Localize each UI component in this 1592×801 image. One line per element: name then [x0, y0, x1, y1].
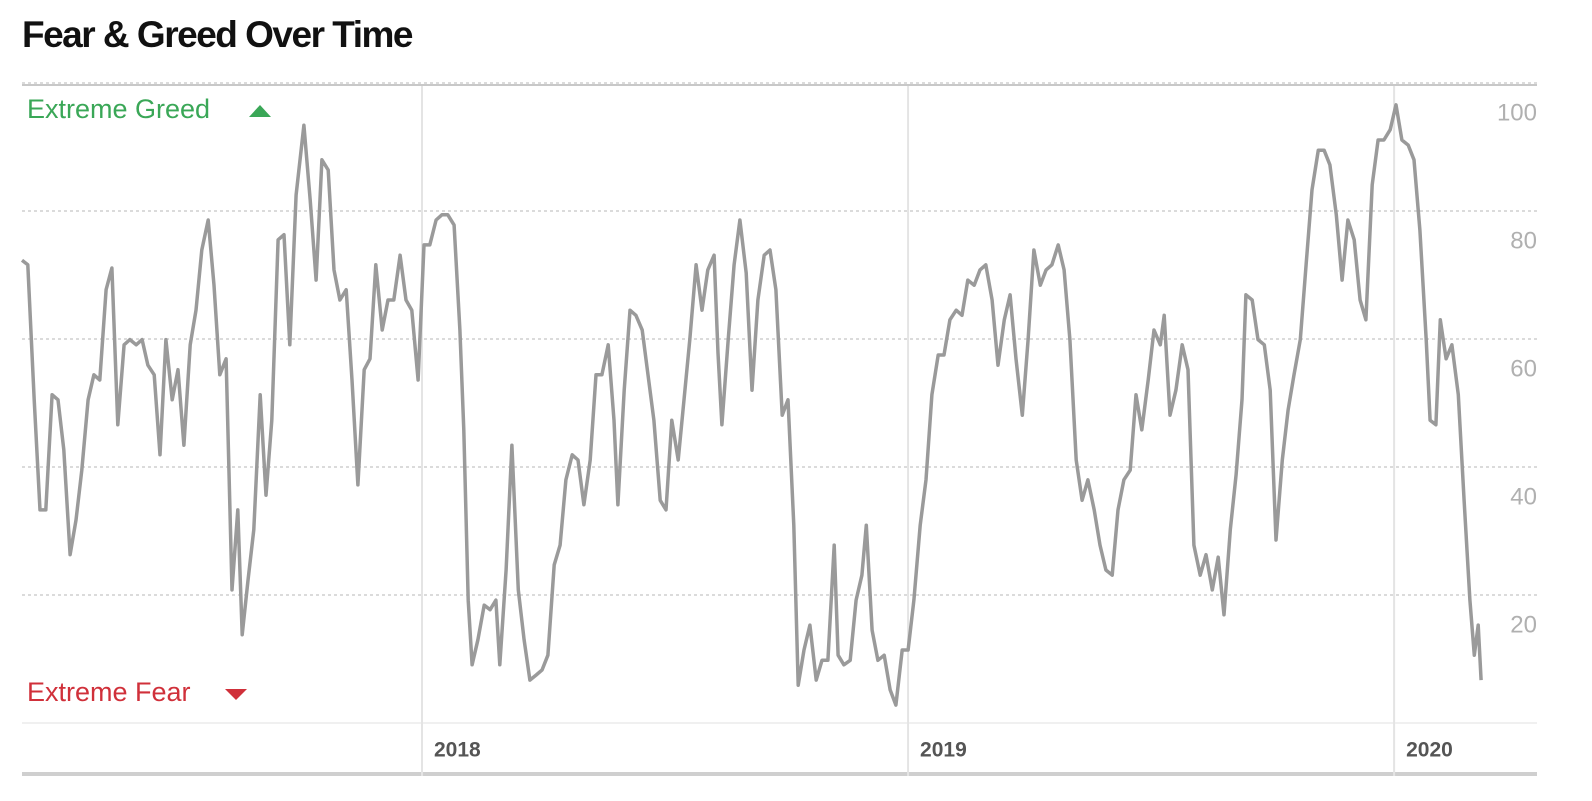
- marks: [20, 103, 1483, 707]
- y-tick-label: 100: [1497, 99, 1537, 126]
- x-tick-label: 2019: [920, 739, 967, 762]
- y-tick-label: 20: [1510, 611, 1537, 638]
- fear-greed-line: [20, 103, 1483, 707]
- extreme-fear-label: Extreme Fear: [27, 677, 191, 707]
- x-tick-label: 2020: [1406, 739, 1453, 762]
- y-tick-label: 40: [1510, 483, 1537, 510]
- extreme-greed-label: Extreme Greed: [27, 94, 210, 124]
- grid: [22, 82, 1537, 776]
- y-tick-label: 80: [1510, 227, 1537, 254]
- greed-arrow: [249, 105, 271, 117]
- y-tick-label: 60: [1510, 355, 1537, 382]
- fear-arrow: [225, 689, 247, 700]
- x-tick-label: 2018: [434, 739, 481, 762]
- chart-title: Fear & Greed Over Time: [22, 14, 413, 55]
